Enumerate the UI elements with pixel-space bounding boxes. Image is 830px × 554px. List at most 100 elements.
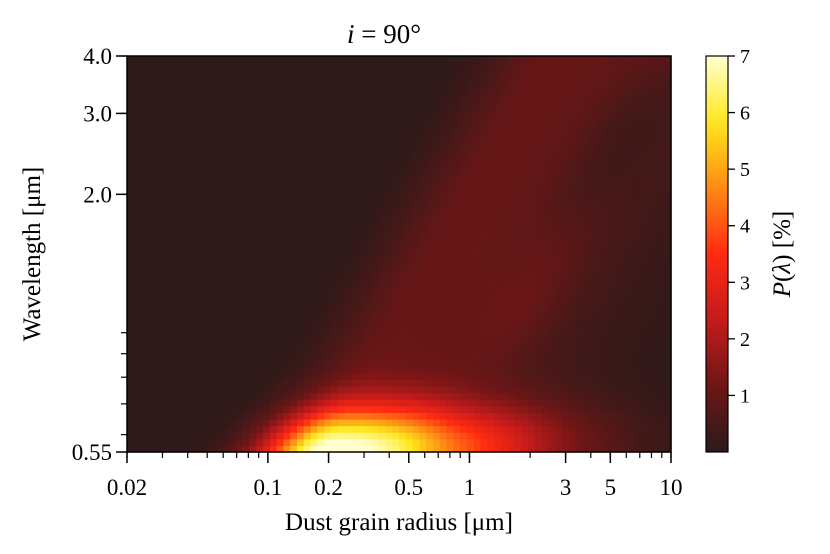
heatmap-cell (412, 379, 420, 387)
heatmap-cell (263, 69, 271, 77)
heatmap-cell (528, 353, 536, 361)
heatmap-cell (297, 221, 305, 229)
heatmap-cell (582, 432, 590, 440)
heatmap-cell (603, 181, 611, 189)
heatmap-cell (603, 260, 611, 268)
heatmap-cell (589, 135, 597, 143)
heatmap-cell (133, 207, 142, 215)
heatmap-cell (501, 247, 509, 255)
heatmap-cell (643, 115, 652, 123)
heatmap-cell (507, 69, 516, 77)
heatmap-cell (140, 75, 148, 83)
heatmap-cell (650, 82, 658, 90)
heatmap-cell (596, 168, 604, 176)
heatmap-cell (399, 372, 407, 380)
heatmap-cell (555, 108, 563, 116)
heatmap-cell (494, 333, 502, 341)
heatmap-cell (331, 346, 339, 354)
heatmap-cell (657, 432, 665, 440)
heatmap-cell (616, 181, 624, 189)
heatmap-cell (664, 102, 672, 110)
heatmap-cell (603, 419, 611, 427)
heatmap-cell (331, 366, 339, 374)
heatmap-cell (616, 313, 624, 321)
heatmap-cell (263, 56, 271, 64)
heatmap-cell (399, 188, 407, 196)
heatmap-cell (460, 379, 468, 387)
heatmap-cell (208, 313, 216, 321)
heatmap-cell (310, 234, 318, 242)
heatmap-cell (269, 372, 278, 380)
heatmap-cell (365, 128, 373, 136)
heatmap-cell (222, 221, 230, 229)
heatmap-cell (616, 155, 624, 163)
heatmap-cell (256, 234, 264, 242)
heatmap-cell (127, 280, 135, 288)
heatmap-cell (637, 260, 645, 268)
colorbar-tick-label: 4 (740, 216, 750, 238)
heatmap-cell (208, 69, 216, 77)
heatmap-cell (589, 207, 597, 215)
heatmap-cell (351, 425, 359, 433)
heatmap-cell (371, 306, 380, 314)
heatmap-cell (426, 75, 434, 83)
heatmap-cell (405, 102, 414, 110)
heatmap-cell (201, 174, 210, 182)
heatmap-cell (412, 108, 420, 116)
heatmap-cell (310, 260, 318, 268)
heatmap-cell (541, 234, 550, 242)
heatmap-cell (276, 386, 284, 394)
heatmap-cell (283, 306, 291, 314)
heatmap-cell (249, 320, 257, 328)
heatmap-cell (412, 405, 420, 413)
heatmap-cell (351, 320, 359, 328)
heatmap-cell (650, 240, 658, 248)
heatmap-cell (201, 267, 210, 275)
heatmap-cell (487, 339, 495, 347)
heatmap-cell (433, 115, 441, 123)
heatmap-cell (582, 379, 590, 387)
heatmap-cell (494, 260, 502, 268)
heatmap-cell (365, 214, 373, 222)
heatmap-cell (569, 300, 577, 308)
heatmap-cell (344, 168, 352, 176)
heatmap-cell (609, 260, 618, 268)
heatmap-cell (439, 128, 448, 136)
heatmap-cell (140, 201, 148, 209)
heatmap-cell (473, 69, 482, 77)
heatmap-cell (229, 155, 237, 163)
heatmap-cell (310, 432, 318, 440)
heatmap-cell (344, 240, 352, 248)
heatmap-cell (657, 320, 665, 328)
heatmap-cell (521, 75, 529, 83)
heatmap-cell (596, 128, 604, 136)
heatmap-cell (419, 221, 427, 229)
heatmap-cell (637, 254, 645, 262)
heatmap-cell (154, 379, 162, 387)
heatmap-cell (426, 95, 434, 103)
heatmap-cell (460, 56, 468, 64)
heatmap-cell (337, 181, 346, 189)
heatmap-cell (446, 254, 454, 262)
heatmap-cell (167, 174, 176, 182)
heatmap-cell (195, 141, 203, 149)
heatmap-cell (276, 69, 284, 77)
heatmap-cell (528, 359, 536, 367)
heatmap-cell (399, 135, 407, 143)
heatmap-cell (269, 419, 278, 427)
heatmap-cell (303, 62, 312, 70)
heatmap-cell (310, 141, 318, 149)
heatmap-cell (664, 339, 672, 347)
heatmap-cell (392, 405, 400, 413)
heatmap-cell (480, 254, 488, 262)
heatmap-cell (351, 194, 359, 202)
heatmap-cell (657, 287, 665, 295)
heatmap-cell (623, 392, 631, 400)
heatmap-cell (535, 425, 543, 433)
heatmap-cell (480, 287, 488, 295)
heatmap-cell (188, 194, 196, 202)
heatmap-cell (351, 82, 359, 90)
heatmap-cell (222, 56, 230, 64)
heatmap-cell (664, 445, 672, 453)
heatmap-cell (147, 359, 155, 367)
